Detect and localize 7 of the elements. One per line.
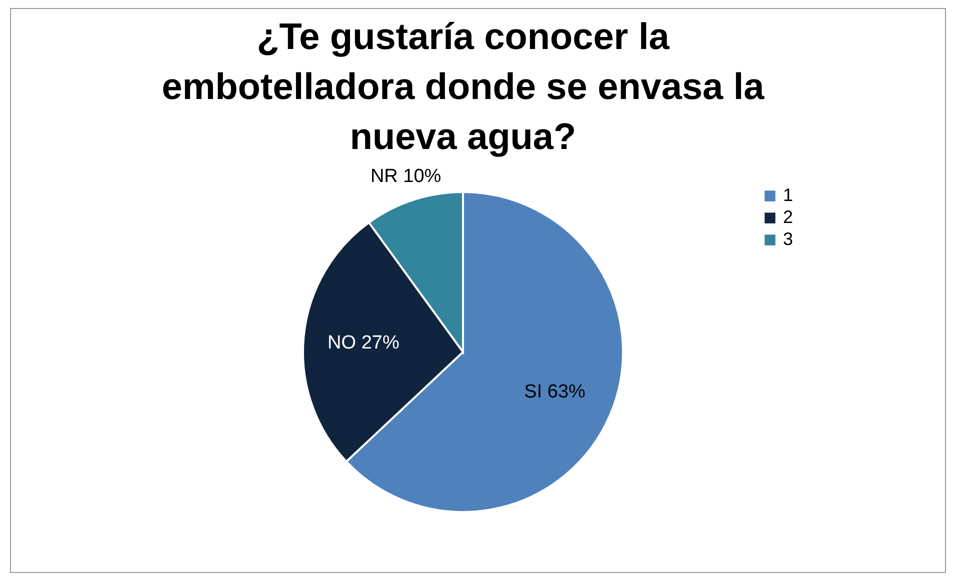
legend-label: 3 — [783, 229, 794, 249]
data-label: SI 63% — [524, 382, 586, 403]
data-label: NO 27% — [328, 332, 400, 354]
legend-label: 1 — [783, 185, 794, 205]
legend-label: 2 — [783, 207, 794, 227]
chart-title: ¿Te gustaría conocer la embotelladora donde se envasa la nueva agua? — [162, 16, 765, 158]
data-label: NR 10% — [370, 166, 442, 188]
